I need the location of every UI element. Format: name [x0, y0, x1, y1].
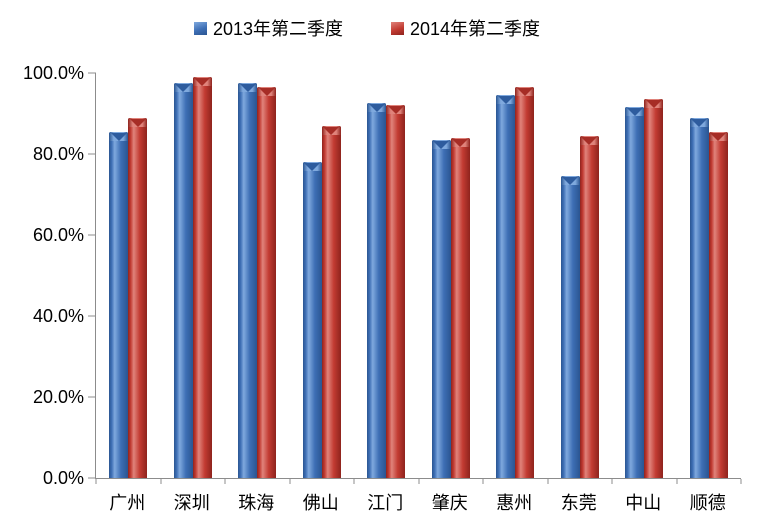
- legend: 2013年第二季度 2014年第二季度: [0, 15, 734, 41]
- x-axis-tick: [224, 479, 226, 484]
- x-axis-tick: [95, 479, 97, 484]
- bar-group: [419, 73, 484, 478]
- bar-group: [96, 73, 161, 478]
- bar-group: [677, 73, 742, 478]
- y-axis-label: 40.0%: [32, 306, 84, 326]
- bar-series-1: [109, 131, 129, 478]
- x-axis-label: 江门: [367, 493, 404, 513]
- bar-series-2: [386, 105, 406, 478]
- x-axis-tick: [289, 479, 290, 484]
- x-axis-tick: [611, 479, 613, 484]
- plot-area: [88, 72, 742, 484]
- legend-item-2013: 2013年第二季度: [193, 15, 343, 41]
- bar-series-2: [321, 125, 341, 478]
- legend-swatch-2013-icon: [193, 21, 207, 35]
- bar-series-1: [689, 117, 709, 478]
- bar-series-2: [644, 99, 664, 478]
- x-axis-tick: [160, 479, 161, 484]
- x-axis-label: 顺德: [689, 493, 726, 513]
- y-axis-label: 0.0%: [42, 468, 84, 488]
- x-axis-label: 珠海: [238, 493, 275, 513]
- y-axis-tick: [88, 396, 96, 398]
- y-axis-tick: [88, 72, 96, 74]
- x-axis-tick: [482, 479, 484, 484]
- x-axis-label: 广州: [109, 493, 146, 513]
- bar-group: [612, 73, 677, 478]
- y-axis-tick: [88, 477, 96, 479]
- legend-label-2013: 2013年第二季度: [212, 19, 343, 39]
- y-axis-tick: [88, 315, 96, 317]
- bar-series-2: [708, 131, 728, 478]
- bar-group: [354, 73, 419, 478]
- x-axis-labels: 广州 深圳 珠海 佛山 江门 肇庆 惠州 东莞 中山 顺德: [95, 489, 740, 515]
- x-axis-tick: [418, 479, 419, 484]
- bar-group: [225, 73, 290, 478]
- bar-series-1: [560, 176, 580, 478]
- bar-series-2: [257, 87, 277, 478]
- x-axis-label: 中山: [625, 493, 662, 513]
- legend-item-2014: 2014年第二季度: [391, 15, 540, 41]
- bar-group: [161, 73, 226, 478]
- x-axis-label: 惠州: [496, 493, 533, 513]
- y-axis-tick: [88, 234, 96, 236]
- y-axis-tick: [88, 153, 96, 155]
- x-axis-label: 深圳: [173, 493, 210, 513]
- x-axis-tick: [676, 479, 677, 484]
- bar-series-2: [450, 137, 470, 478]
- bar-group: [290, 73, 355, 478]
- x-axis-label: 肇庆: [431, 493, 468, 513]
- x-axis-tick: [547, 479, 548, 484]
- x-axis-label: 东莞: [560, 493, 597, 513]
- bar-series-1: [625, 107, 645, 478]
- bar-series-2: [515, 87, 535, 478]
- bar-series-1: [431, 139, 451, 478]
- x-axis-label: 佛山: [302, 493, 339, 513]
- bar-group: [483, 73, 548, 478]
- y-axis-label: 80.0%: [32, 144, 84, 164]
- y-axis-label: 100.0%: [22, 63, 84, 83]
- bar-series-2: [579, 135, 599, 478]
- bar-series-1: [238, 83, 258, 478]
- bar-groups: [96, 73, 741, 478]
- bar-series-2: [192, 77, 212, 478]
- y-axis-labels: 0.0% 20.0% 40.0% 60.0% 80.0% 100.0%: [0, 64, 84, 487]
- bar-group: [548, 73, 613, 478]
- bar-series-2: [128, 117, 148, 478]
- bar-series-1: [302, 162, 322, 478]
- legend-swatch-2014-icon: [391, 21, 404, 35]
- y-axis-label: 20.0%: [32, 387, 84, 407]
- legend-label-2014: 2014年第二季度: [410, 19, 541, 39]
- bar-series-1: [173, 83, 193, 478]
- y-axis-label: 60.0%: [32, 225, 84, 245]
- bar-series-1: [496, 95, 516, 478]
- bar-series-1: [367, 103, 387, 478]
- x-axis-tick: [353, 479, 355, 484]
- x-axis-tick: [740, 479, 742, 484]
